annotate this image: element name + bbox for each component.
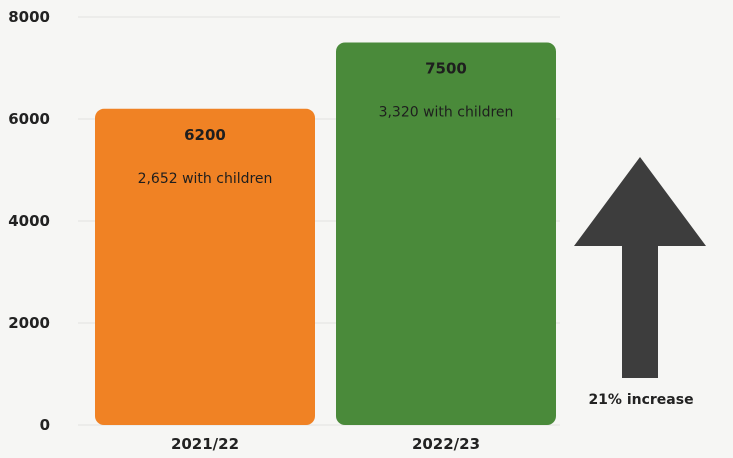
y-tick-label: 0 <box>40 416 50 434</box>
up-arrow-icon <box>574 157 706 378</box>
bar-sublabel: 2,652 with children <box>138 171 273 187</box>
x-category-label: 2022/23 <box>412 435 480 453</box>
y-axis: 0 2000 4000 6000 8000 <box>8 8 50 434</box>
increase-label: 21% increase <box>588 392 693 408</box>
y-tick-label: 4000 <box>8 212 50 230</box>
bar-labels: 6200 2,652 with children 7500 3,320 with ch… <box>138 60 514 187</box>
y-tick-label: 2000 <box>8 314 50 332</box>
x-category-label: 2021/22 <box>171 435 239 453</box>
increase-annotation: 21% increase <box>574 157 706 408</box>
bar-value-label: 7500 <box>425 60 467 78</box>
x-axis: 2021/22 2022/23 <box>171 435 480 453</box>
y-tick-label: 8000 <box>8 8 50 26</box>
bar-2022/23 <box>336 42 556 425</box>
bars <box>95 42 556 426</box>
bar-value-label: 6200 <box>184 126 226 144</box>
y-tick-label: 6000 <box>8 110 50 128</box>
bar-sublabel: 3,320 with children <box>379 105 514 121</box>
bar-2021/22 <box>95 108 315 426</box>
